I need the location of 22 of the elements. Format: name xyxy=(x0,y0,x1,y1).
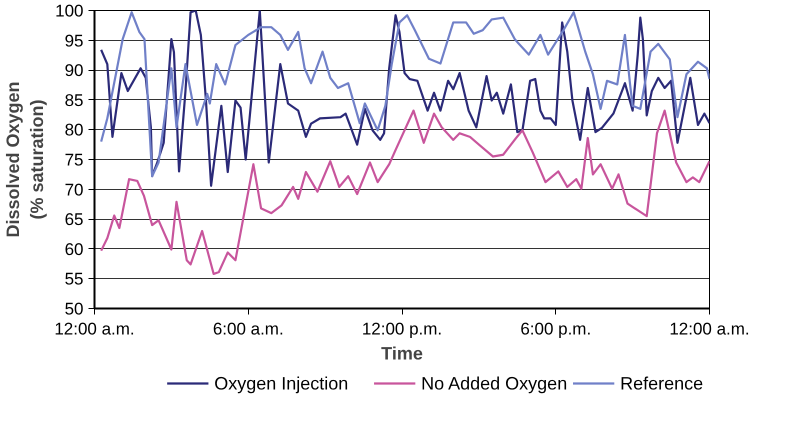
y-tick-label: 90 xyxy=(64,61,84,80)
y-tick-label: 55 xyxy=(64,270,84,289)
x-tick-label: 6:00 p.m. xyxy=(520,320,592,338)
x-tick-label: 6:00 a.m. xyxy=(212,320,284,338)
x-tick-label: 12:00 a.m. xyxy=(54,320,135,338)
x-tick-label: 12:00 a.m. xyxy=(669,320,750,338)
legend-label: Oxygen Injection xyxy=(214,374,348,394)
y-tick-label: 100 xyxy=(55,2,84,20)
y-tick-label: 85 xyxy=(64,90,84,110)
y-tick-label: 50 xyxy=(64,300,84,318)
y-tick-label: 65 xyxy=(64,210,84,230)
legend-label: Reference xyxy=(620,374,704,394)
y-tick-label: 70 xyxy=(64,180,84,200)
y-tick-label: 80 xyxy=(64,120,84,140)
y-axis-title: Dissolved Oxygen (% saturation) xyxy=(3,81,48,238)
line-series xyxy=(100,110,710,276)
legend-label: No Added Oxygen xyxy=(421,374,568,394)
y-tick-label: 95 xyxy=(64,31,84,50)
y-tick-label: 60 xyxy=(64,240,84,259)
x-tick-label: 12:00 p.m. xyxy=(362,320,442,338)
x-axis-title: Time xyxy=(381,344,423,364)
y-tick-label: 75 xyxy=(64,150,84,170)
